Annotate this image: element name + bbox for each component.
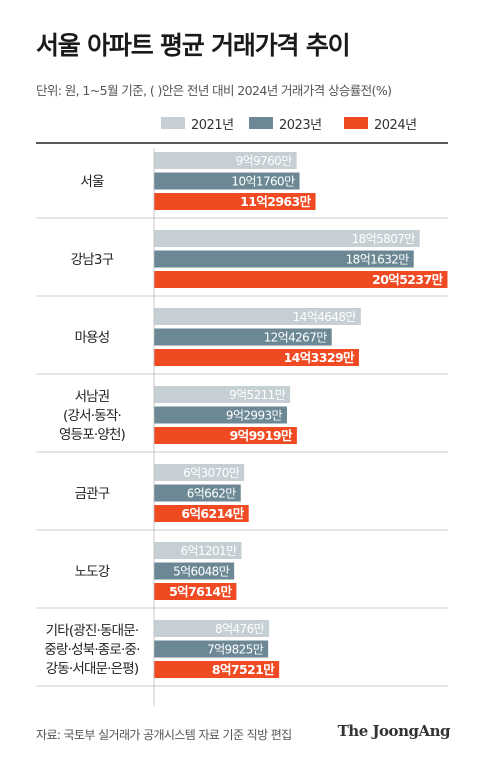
- category-label: 중랑·성북·종로·중·: [44, 642, 139, 658]
- bar-6-2024년: [154, 583, 237, 600]
- bar-label-2-2021년: 18억5807만: [352, 232, 416, 246]
- bar-label-5-2024년: 6억6214만: [181, 506, 244, 521]
- bar-label-4-2023년: 9억2993만: [226, 409, 283, 423]
- bar-3-2024년: [154, 349, 359, 366]
- bar-7-2024년: [154, 661, 280, 678]
- category-label: 서울: [80, 174, 104, 190]
- bar-label-6-2021년: 6억1201만: [180, 544, 237, 558]
- bar-label-4-2024년: 9억9919만: [230, 428, 293, 443]
- bar-1-2024년: [154, 193, 316, 210]
- bar-label-3-2021년: 14억4648만: [293, 310, 357, 324]
- category-label: 영등포·양천): [59, 427, 126, 443]
- legend-item-2021: 2021년: [161, 114, 234, 133]
- bar-label-6-2024년: 5억7614만: [169, 584, 232, 599]
- bar-1-2023년: [154, 172, 300, 190]
- bar-4-2023년: [154, 406, 287, 424]
- category-label: 강남3구: [71, 252, 114, 268]
- category-label: 기타(광진·동대문·: [46, 623, 139, 639]
- category-label: 금관구: [75, 486, 110, 502]
- brand-logo: The JoongAng: [337, 722, 451, 740]
- page-title: 서울 아파트 평균 거래가격 추이: [36, 31, 351, 60]
- bar-2-2023년: [154, 250, 414, 268]
- bar-label-3-2023년: 12억4267만: [264, 331, 328, 345]
- bar-label-2-2023년: 18억1632만: [346, 253, 410, 267]
- source-note: 자료: 국토부 실거래가 공개시스템 자료 기준 직방 편집: [36, 728, 292, 742]
- bar-label-7-2021년: 8억476만: [215, 622, 265, 636]
- bar-3-2021년: [154, 308, 361, 325]
- bar-label-7-2023년: 7억9825만: [207, 643, 264, 657]
- category-label: 서남권: [75, 389, 110, 405]
- bar-1-2021년: [154, 152, 297, 169]
- bar-5-2021년: [154, 464, 245, 481]
- bar-chart: 9억9760만 10억1760만 11억2963만 서울 18억5807만 18억1632…: [36, 142, 448, 706]
- bar-label-1-2024년: 11억2963만: [240, 194, 311, 209]
- bar-label-7-2024년: 8억7521만: [212, 662, 275, 677]
- bar-3-2023년: [154, 328, 332, 346]
- bar-7-2021년: [154, 620, 270, 637]
- bar-label-6-2023년: 5억6048만: [173, 565, 230, 579]
- legend-swatch-2024: [344, 117, 368, 129]
- bar-label-1-2023년: 10억1760만: [231, 175, 295, 189]
- category-label: 강동·서대문·은평): [46, 661, 139, 677]
- bar-label-3-2024년: 14억3329만: [284, 350, 355, 365]
- bar-label-5-2021년: 6억3070만: [183, 466, 240, 480]
- legend-item-2024: 2024년: [344, 114, 417, 133]
- bar-7-2023년: [154, 640, 269, 658]
- category-label: (강서·동작·: [63, 408, 121, 424]
- unit-note: 단위: 원, 1~5월 기준, ( )안은 전년 대비 2024년 거래가격 상…: [36, 83, 392, 98]
- bar-6-2023년: [154, 562, 235, 580]
- bar-2-2021년: [154, 230, 420, 247]
- bar-4-2021년: [154, 386, 291, 403]
- bar-6-2021년: [154, 542, 242, 559]
- bar-label-1-2021년: 9억9760만: [236, 154, 293, 168]
- bar-2-2024년: [154, 271, 448, 288]
- category-label: 마용성: [75, 330, 110, 346]
- legend-swatch-2023: [249, 117, 273, 129]
- bar-label-5-2023년: 6억662만: [187, 487, 237, 501]
- bar-5-2023년: [154, 484, 241, 502]
- bar-4-2024년: [154, 427, 297, 444]
- legend-label-2024: 2024년: [374, 117, 417, 133]
- legend-swatch-2021: [161, 117, 185, 129]
- category-label: 노도강: [75, 564, 110, 580]
- bar-label-2-2024년: 20억5237만: [372, 272, 443, 287]
- bar-label-4-2021년: 9억5211만: [229, 388, 286, 402]
- legend-label-2021: 2021년: [191, 117, 234, 133]
- legend-label-2023: 2023년: [279, 117, 322, 133]
- legend: 2021년 2023년 2024년: [0, 114, 480, 134]
- bar-5-2024년: [154, 505, 249, 522]
- legend-item-2023: 2023년: [249, 114, 322, 133]
